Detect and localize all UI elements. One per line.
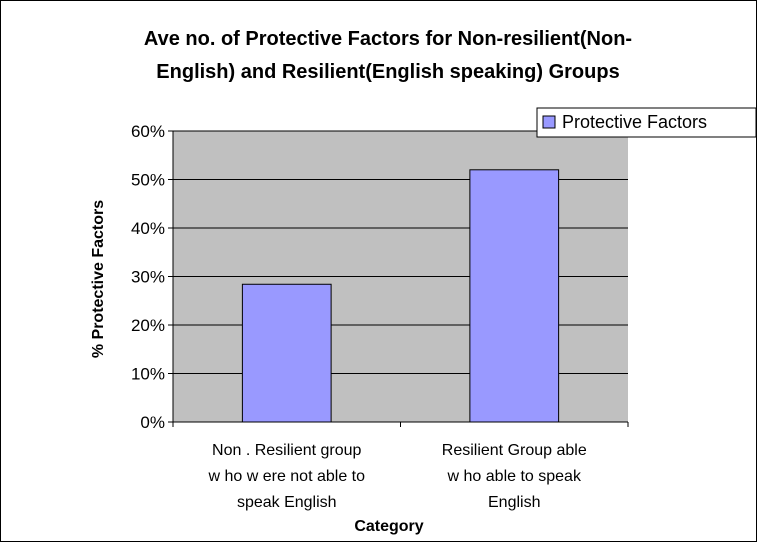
y-tick-labels: 0% 10% 20% 30% 40% 50% 60% [131,122,165,432]
y-tick-label: 40% [131,219,165,238]
y-tick-label: 50% [131,171,165,190]
x-category-label: English [488,494,540,511]
x-category-label: speak English [237,494,337,511]
axes [168,130,629,427]
y-tick-label: 0% [140,413,165,432]
y-tick-label: 20% [131,316,165,335]
x-axis-title: Category [354,518,423,535]
y-tick-label: 10% [131,365,165,384]
y-tick-label: 60% [131,122,165,141]
legend-box [536,107,756,138]
chart-title-line-1: Ave no. of Protective Factors for Non-re… [144,28,632,50]
x-category-label: w ho able to speak [447,468,582,485]
chart-title-line-2: English) and Resilient(English speaking)… [156,61,619,83]
legend: Protective Factors [536,107,756,138]
legend-swatch [542,115,556,129]
x-category-label: Non . Resilient group [212,442,362,459]
bars [241,169,560,423]
y-axis-title: % Protective Factors [90,200,107,358]
x-category-label: Resilient Group able [442,442,587,459]
bar [469,169,560,423]
bar [241,283,332,423]
legend-label: Protective Factors [562,112,707,132]
y-tick-label: 30% [131,268,165,287]
x-category-labels: Non . Resilient group w ho w ere not able… [207,442,586,511]
x-category-label: w ho w ere not able to [207,468,365,485]
